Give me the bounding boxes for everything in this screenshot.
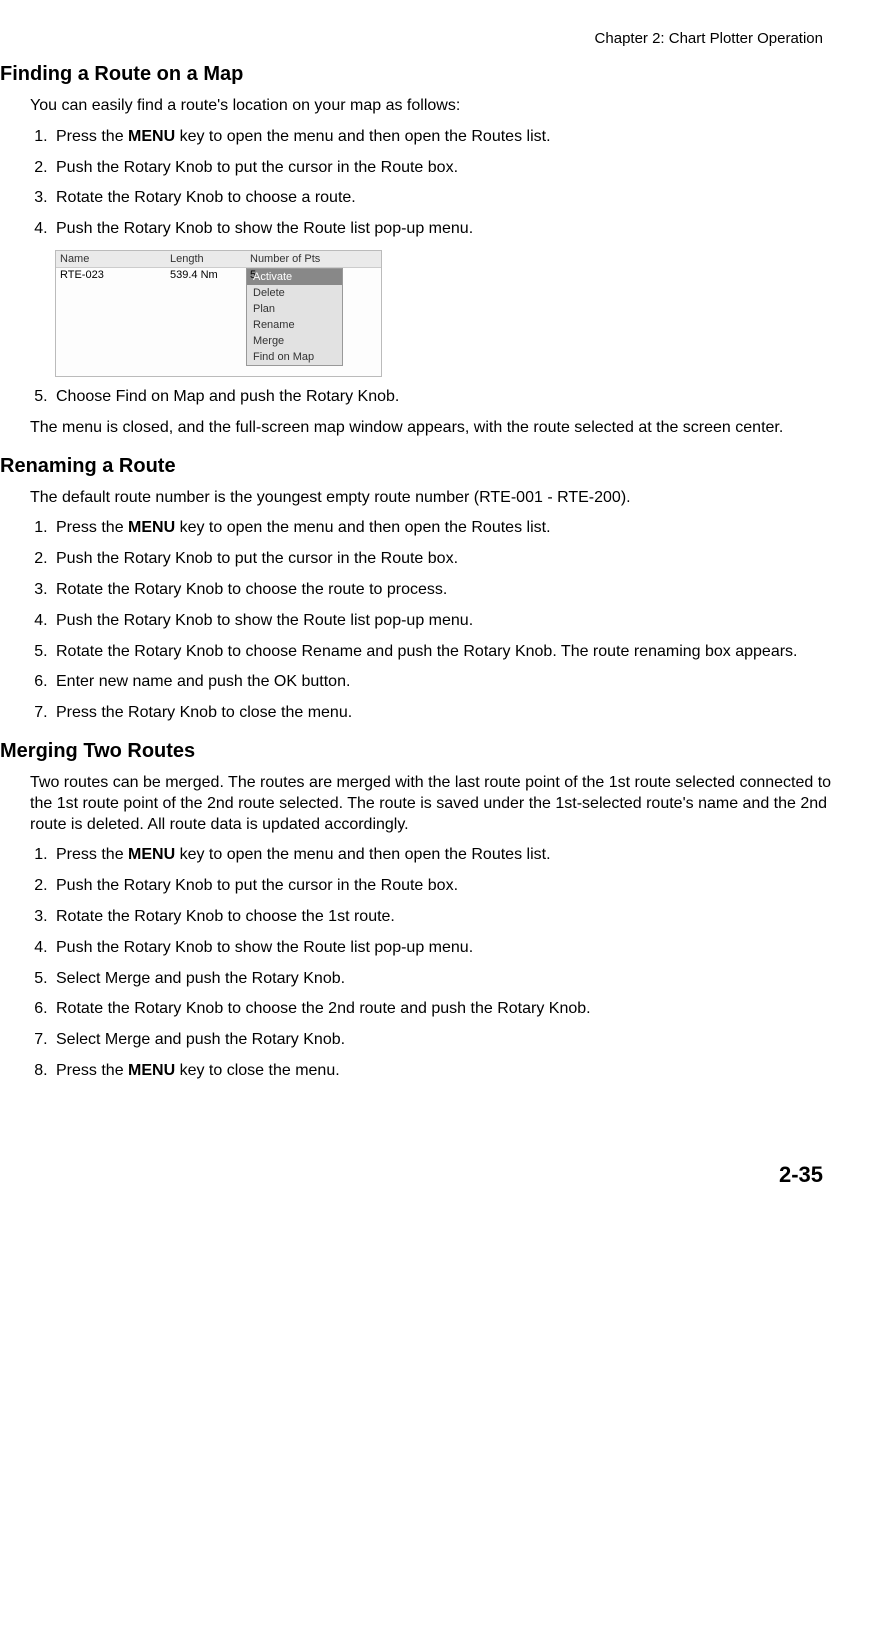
step: Press the MENU key to open the menu and … [52,845,853,866]
popup-item-find: Find on Map [247,349,342,365]
step: Rotate the Rotary Knob to choose Rename … [52,642,853,663]
section1-conclusion: The menu is closed, and the full-screen … [30,418,853,439]
step: Rotate the Rotary Knob to choose a route… [52,188,853,209]
route-list-screenshot: Name Length Number of Pts RTE-023 539.4 … [55,250,382,377]
step: Push the Rotary Knob to put the cursor i… [52,876,853,897]
screenshot-row: RTE-023 539.4 Nm 5 [56,268,381,282]
step: Rotate the Rotary Knob to choose the 1st… [52,907,853,928]
col-pts: Number of Pts [250,253,377,265]
step: Enter new name and push the OK button. [52,672,853,693]
section-title-renaming: Renaming a Route [0,455,853,478]
step: Push the Rotary Knob to put the cursor i… [52,549,853,570]
page-number: 2-35 [0,1162,853,1188]
section3-intro: Two routes can be merged. The routes are… [30,773,853,835]
section1-steps: Press the MENU key to open the menu and … [30,127,853,240]
section-title-merging: Merging Two Routes [0,740,853,763]
section2-steps: Press the MENU key to open the menu and … [30,518,853,724]
step: Rotate the Rotary Knob to choose the rou… [52,580,853,601]
popup-menu: Activate Delete Plan Rename Merge Find o… [246,268,343,366]
popup-item-delete: Delete [247,285,342,301]
col-name: Name [60,253,170,265]
section-title-finding: Finding a Route on a Map [0,63,853,86]
step: Select Merge and push the Rotary Knob. [52,1030,853,1051]
page-content: Chapter 2: Chart Plotter Operation Findi… [0,0,883,1228]
step: Push the Rotary Knob to put the cursor i… [52,158,853,179]
section2-intro: The default route number is the youngest… [30,488,853,509]
screenshot-header: Name Length Number of Pts [56,251,381,268]
step: Push the Rotary Knob to show the Route l… [52,611,853,632]
section3-steps: Press the MENU key to open the menu and … [30,845,853,1081]
step: Press the MENU key to open the menu and … [52,127,853,148]
section1-steps-cont: Choose Find on Map and push the Rotary K… [30,387,853,408]
step: Press the Rotary Knob to close the menu. [52,703,853,724]
step: Push the Rotary Knob to show the Route l… [52,938,853,959]
step: Rotate the Rotary Knob to choose the 2nd… [52,999,853,1020]
route-length: 539.4 Nm [170,269,250,281]
step: Push the Rotary Knob to show the Route l… [52,219,853,240]
step: Press the MENU key to open the menu and … [52,518,853,539]
step: Choose Find on Map and push the Rotary K… [52,387,853,408]
step: Press the MENU key to close the menu. [52,1061,853,1082]
step: Select Merge and push the Rotary Knob. [52,969,853,990]
route-name: RTE-023 [60,269,170,281]
popup-item-merge: Merge [247,333,342,349]
section1-intro: You can easily find a route's location o… [30,96,853,117]
chapter-header: Chapter 2: Chart Plotter Operation [0,30,853,47]
col-length: Length [170,253,250,265]
popup-item-rename: Rename [247,317,342,333]
popup-item-plan: Plan [247,301,342,317]
